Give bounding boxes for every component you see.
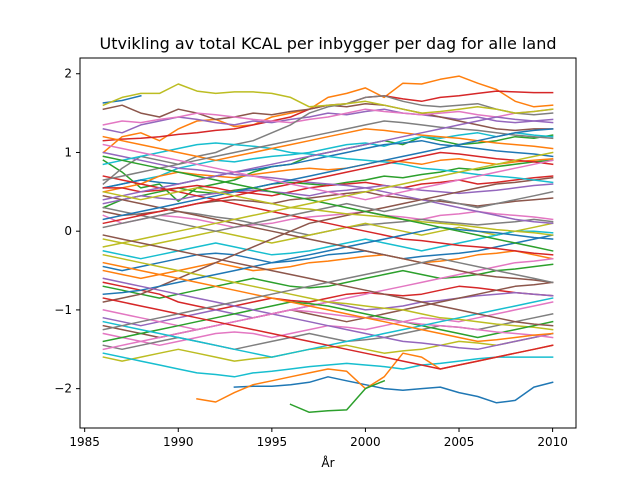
series-line [102,261,554,343]
chart-title: Utvikling av total KCAL per inbygger per… [99,34,556,53]
series-line [102,234,554,272]
series-layer [102,75,554,414]
series-line [233,376,554,404]
series-line [102,352,554,378]
x-tick-label: 1985 [69,435,100,449]
series-line [102,75,554,154]
y-tick-label: 1 [64,145,72,159]
series-line [102,281,554,311]
plot-frame [79,57,577,429]
x-tick-label: 2010 [537,435,568,449]
x-axis: 1985 1990 1995 2000 2005 2010 [69,428,568,449]
y-tick-label: −2 [54,382,72,396]
series-line [102,151,554,209]
series-line [102,253,554,331]
series-line [102,194,554,284]
x-tick-label: 1990 [163,435,194,449]
series-line [102,155,554,252]
y-tick-label: −1 [54,303,72,317]
series-line [102,175,554,197]
x-axis-label: År [321,455,334,470]
series-line [102,190,554,232]
series-line [102,142,554,184]
y-tick-label: 0 [64,224,72,238]
x-tick-label: 1995 [257,435,288,449]
series-line [102,143,554,201]
series-line [102,257,554,331]
series-line [102,128,554,221]
series-line [102,116,554,201]
y-axis: −2 −1 0 1 2 [54,67,80,396]
series-line [102,277,554,351]
series-line [102,120,554,181]
series-line [102,151,554,225]
series-line [102,108,554,126]
series-line [102,332,554,362]
series-line [102,309,554,351]
series-line [102,226,554,296]
series-line [102,301,554,343]
series-line [102,206,554,248]
series-line [289,379,386,414]
x-tick-label: 2000 [350,435,381,449]
x-tick-label: 2005 [444,435,475,449]
y-tick-label: 2 [64,67,72,81]
series-line [102,151,554,225]
series-line [102,83,554,114]
